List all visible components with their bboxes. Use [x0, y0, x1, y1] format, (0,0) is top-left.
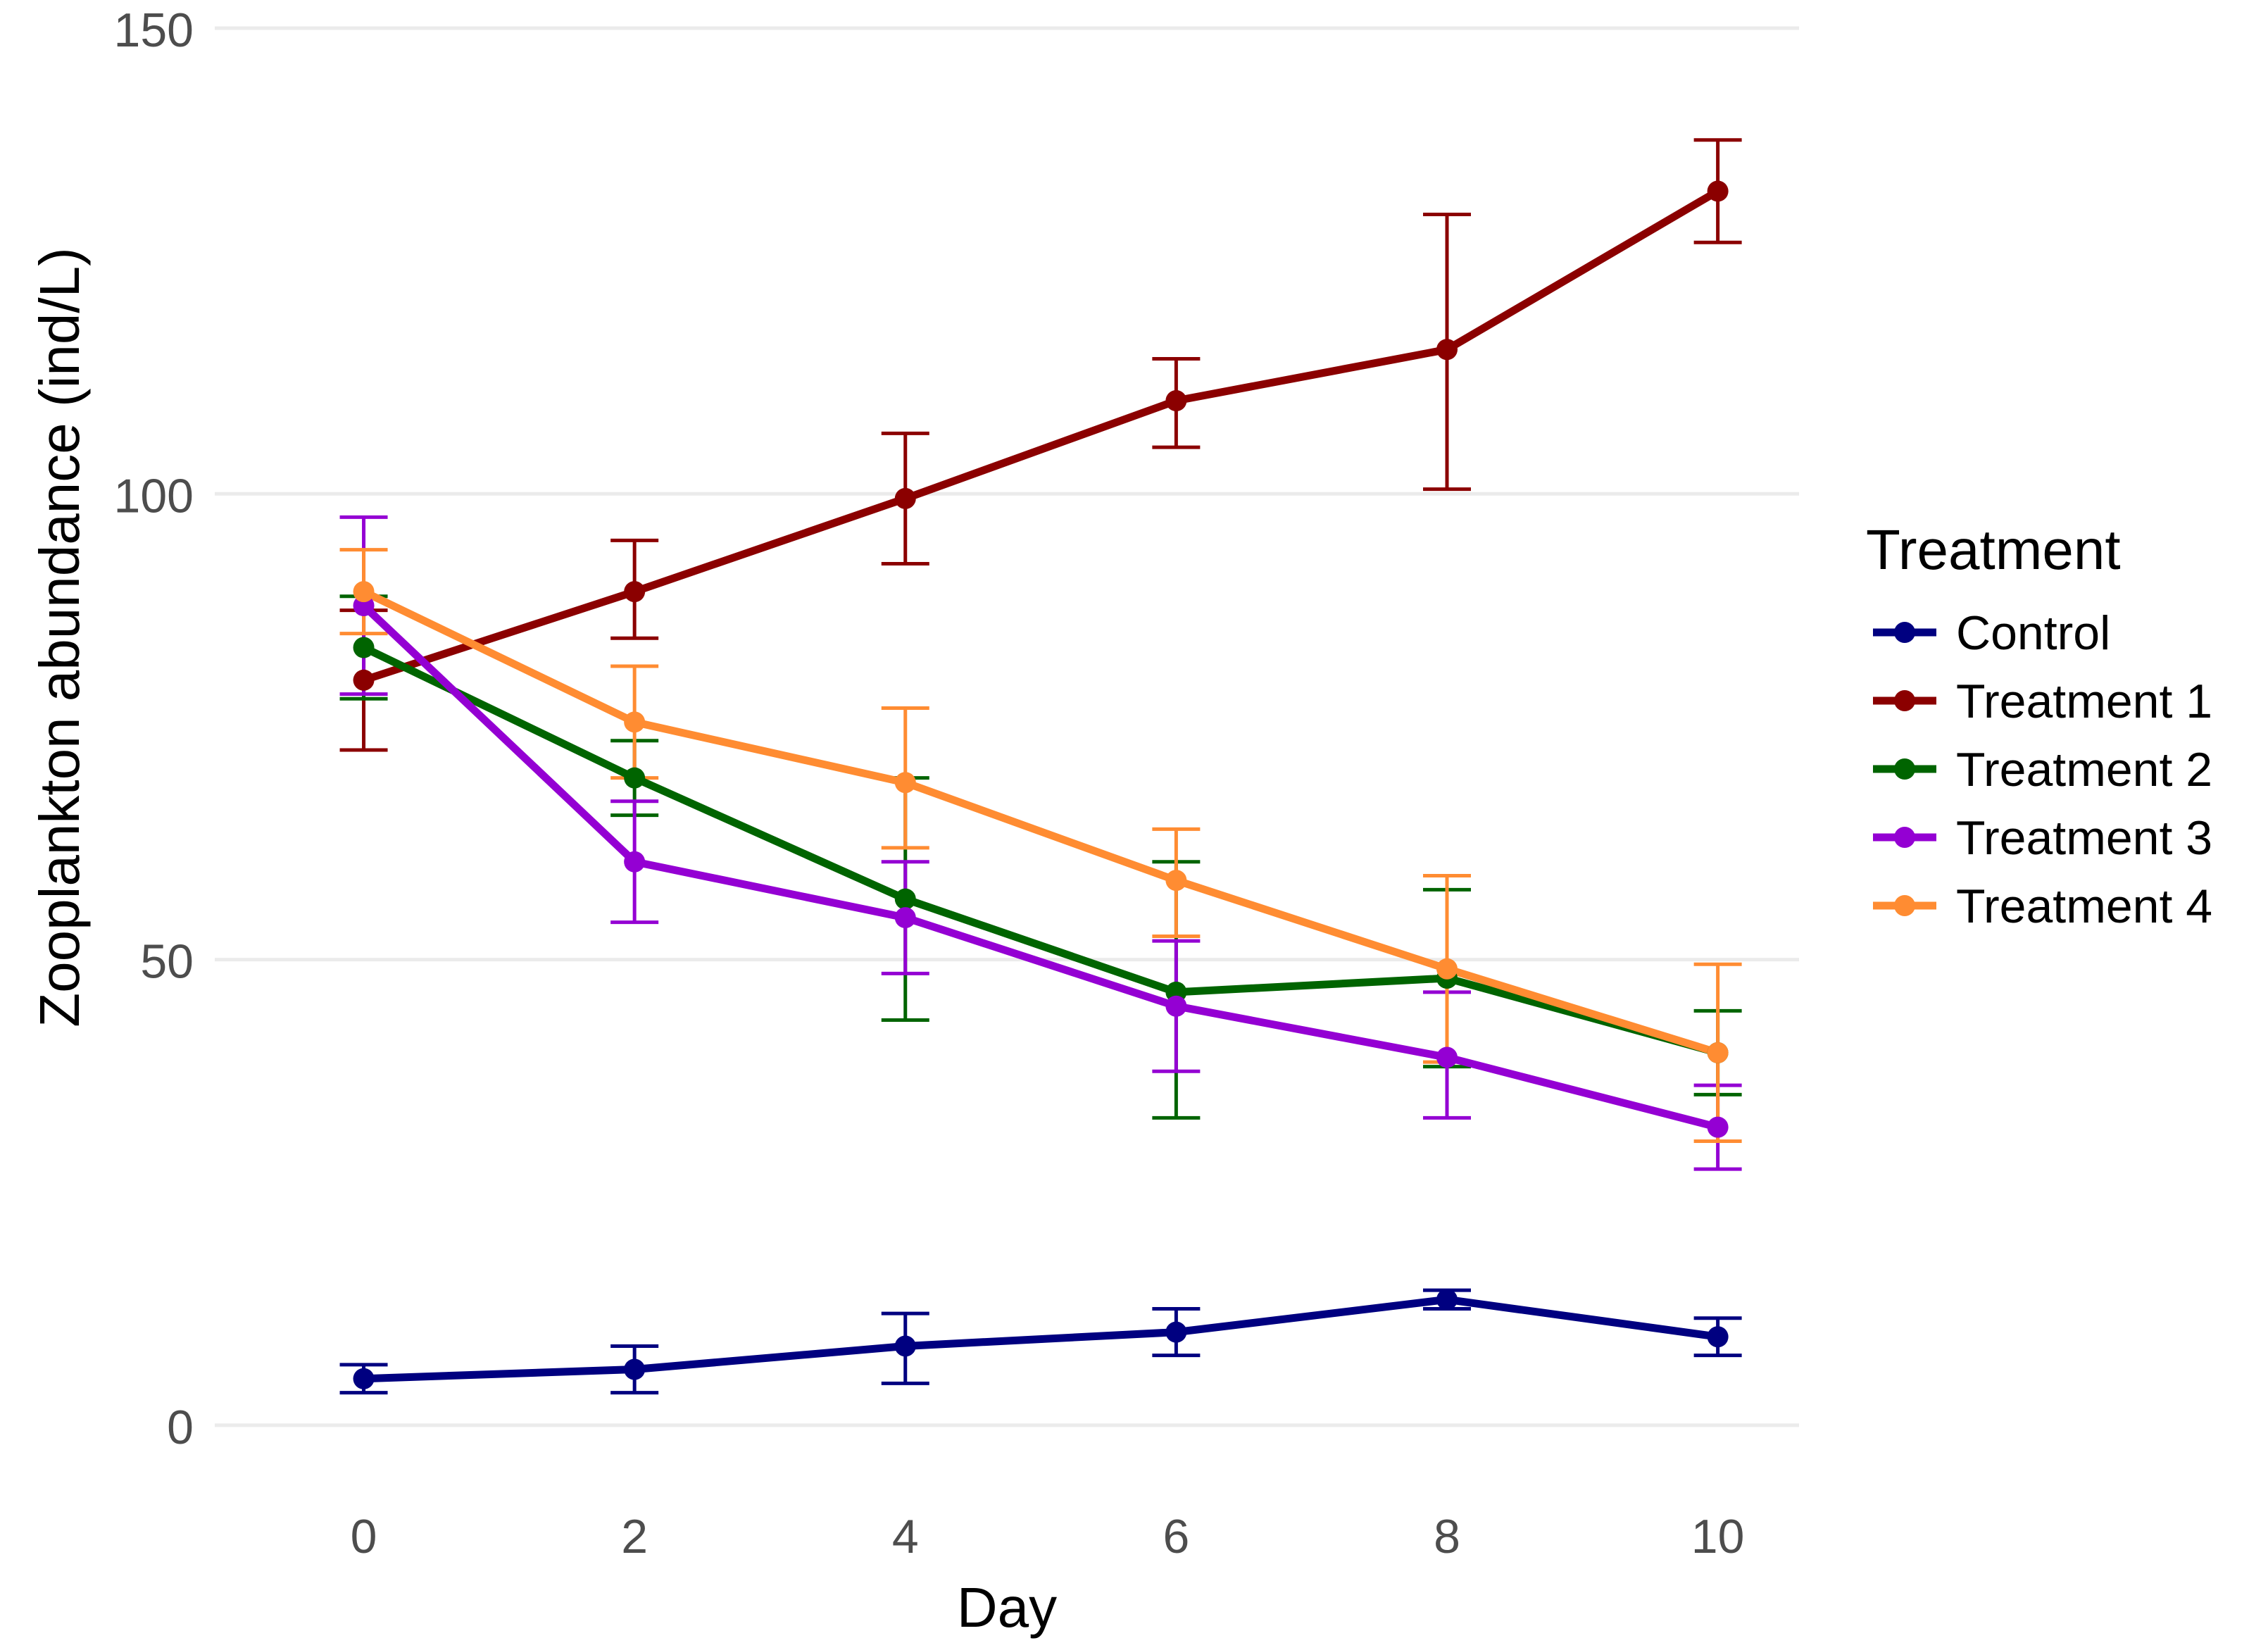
series-points	[353, 180, 1729, 1389]
data-point	[894, 907, 916, 929]
series-line	[360, 1295, 1722, 1383]
data-point	[624, 581, 646, 603]
x-tick-label: 4	[892, 1510, 919, 1563]
data-point	[1436, 958, 1458, 980]
legend-item-label: Control	[1956, 606, 2110, 660]
y-axis-title: Zooplankton abundance (ind/L)	[28, 247, 91, 1027]
legend-swatch-point	[1894, 622, 1915, 643]
error-bars	[339, 138, 1742, 1395]
legend-swatch-point	[1894, 758, 1915, 780]
legend-swatch-point	[1894, 895, 1915, 916]
data-point	[1707, 1116, 1729, 1138]
x-tick-label: 6	[1163, 1510, 1189, 1563]
data-point	[1165, 1321, 1187, 1343]
data-point	[1707, 180, 1729, 202]
data-point	[894, 1335, 916, 1357]
data-point	[353, 669, 375, 691]
data-point	[1436, 1289, 1458, 1311]
data-point	[1165, 390, 1187, 412]
data-point	[1707, 1042, 1729, 1063]
y-tick-label: 50	[140, 935, 194, 989]
y-tick-label: 100	[114, 469, 194, 523]
data-point	[353, 637, 375, 658]
data-point	[624, 851, 646, 873]
legend-item-label: Treatment 3	[1956, 811, 2212, 865]
series-line	[360, 187, 1722, 685]
data-point	[624, 711, 646, 733]
data-point	[1165, 995, 1187, 1017]
y-tick-label: 0	[167, 1401, 194, 1454]
legend-swatch-point	[1894, 827, 1915, 848]
series-line	[360, 644, 1722, 1057]
data-point	[894, 888, 916, 910]
data-point	[624, 1358, 646, 1380]
legend: Treatment Control Treatment 1 Treatment 2 T…	[1866, 518, 2212, 933]
x-tick-label: 2	[621, 1510, 648, 1563]
series-lines	[360, 187, 1722, 1383]
legend-item-label: Treatment 1	[1956, 675, 2212, 728]
legend-item-label: Treatment 2	[1956, 743, 2212, 796]
series-line	[360, 587, 1722, 1057]
data-point	[894, 772, 916, 794]
data-point	[624, 767, 646, 789]
x-tick-label: 0	[351, 1510, 377, 1563]
data-point	[1707, 1326, 1729, 1348]
data-point	[1165, 870, 1187, 892]
x-tick-label: 8	[1434, 1510, 1460, 1563]
data-point	[1436, 339, 1458, 361]
legend-item-label: Treatment 4	[1956, 880, 2212, 933]
data-point	[353, 1368, 375, 1389]
y-tick-label: 150	[114, 4, 194, 57]
data-point	[1436, 1046, 1458, 1068]
x-axis-title: Day	[957, 1576, 1057, 1639]
legend-swatch-point	[1894, 690, 1915, 711]
axes: 0 50 100 150 0 2 4 6 8 10	[114, 4, 1745, 1563]
x-tick-label: 10	[1691, 1510, 1745, 1563]
gridlines	[215, 26, 1799, 1427]
legend-title: Treatment	[1866, 518, 2121, 581]
data-point	[894, 487, 916, 509]
data-point	[353, 581, 375, 603]
series-line	[360, 601, 1722, 1132]
